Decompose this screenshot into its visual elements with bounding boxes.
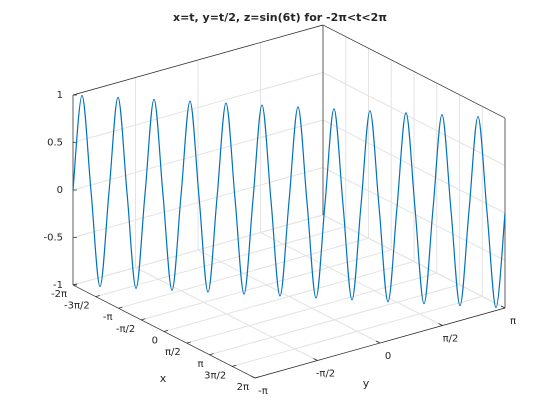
grid-line	[322, 119, 506, 214]
z-tick-label: -0.5	[43, 233, 63, 244]
axis-box-edge	[72, 24, 324, 96]
x-tick-label: 3π/2	[204, 370, 226, 381]
x-tick	[163, 329, 169, 332]
z-tick-label: -1	[53, 280, 63, 291]
x-tick	[254, 376, 260, 379]
z-tick-label: 0	[57, 185, 63, 196]
x-tick-label: π	[197, 359, 203, 370]
z-tick-label: 1	[57, 90, 63, 101]
x-tick	[186, 341, 191, 344]
x-tick-label: 2π	[237, 382, 249, 393]
x-tick-label: -3π/2	[64, 301, 90, 312]
y-tick	[313, 358, 318, 361]
y-tick-label: 0	[385, 351, 391, 362]
grid-line	[135, 267, 318, 361]
grid-line	[322, 72, 506, 166]
y-tick-label: π	[510, 316, 516, 327]
x-tick-label: -π/2	[116, 324, 135, 335]
y-tick-label: π/2	[443, 334, 459, 345]
grid-line	[72, 214, 324, 286]
y-tick	[375, 340, 381, 344]
y-tick-label: -π	[258, 386, 268, 397]
y-tick	[250, 375, 256, 379]
z-tick-label: 0.5	[47, 138, 63, 149]
y-axis-label: y	[363, 377, 370, 390]
grid-line	[197, 249, 381, 344]
x-tick-label: -π	[103, 312, 113, 323]
grid-line	[322, 167, 506, 261]
grid-line	[72, 119, 324, 191]
grid-line	[322, 214, 506, 309]
x-tick-label: π/2	[165, 347, 181, 358]
y-tick	[500, 305, 506, 309]
grid-line	[72, 167, 324, 238]
grid-line	[260, 232, 443, 326]
x-tick	[95, 295, 100, 297]
x-tick	[118, 306, 123, 309]
chart-title: x=t, y=t/2, z=sin(6t) for -2π<t<2π	[173, 11, 387, 24]
y-tick	[438, 323, 443, 326]
x-tick	[209, 353, 214, 356]
x-tick	[141, 318, 146, 321]
x-axis-label: x	[160, 372, 167, 385]
x-tick	[232, 364, 237, 367]
x-tick-label: -2π	[51, 289, 67, 300]
axis-box-edge	[322, 24, 506, 119]
x-tick-label: 0	[152, 336, 158, 347]
grid-line	[72, 72, 324, 143]
line-3d	[72, 94, 506, 309]
y-tick-label: -π/2	[316, 369, 335, 380]
